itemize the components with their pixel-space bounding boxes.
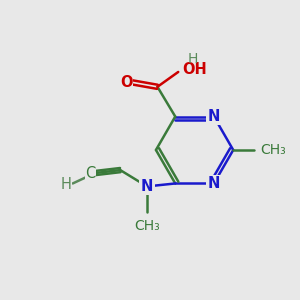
Text: N: N [208, 176, 220, 191]
Text: H: H [187, 52, 198, 67]
Text: OH: OH [183, 62, 207, 77]
Text: N: N [141, 179, 153, 194]
Text: C: C [85, 166, 96, 181]
Text: CH₃: CH₃ [134, 219, 160, 233]
Text: N: N [208, 109, 220, 124]
Text: H: H [61, 177, 72, 192]
Text: CH₃: CH₃ [260, 143, 286, 157]
Text: O: O [120, 75, 133, 90]
